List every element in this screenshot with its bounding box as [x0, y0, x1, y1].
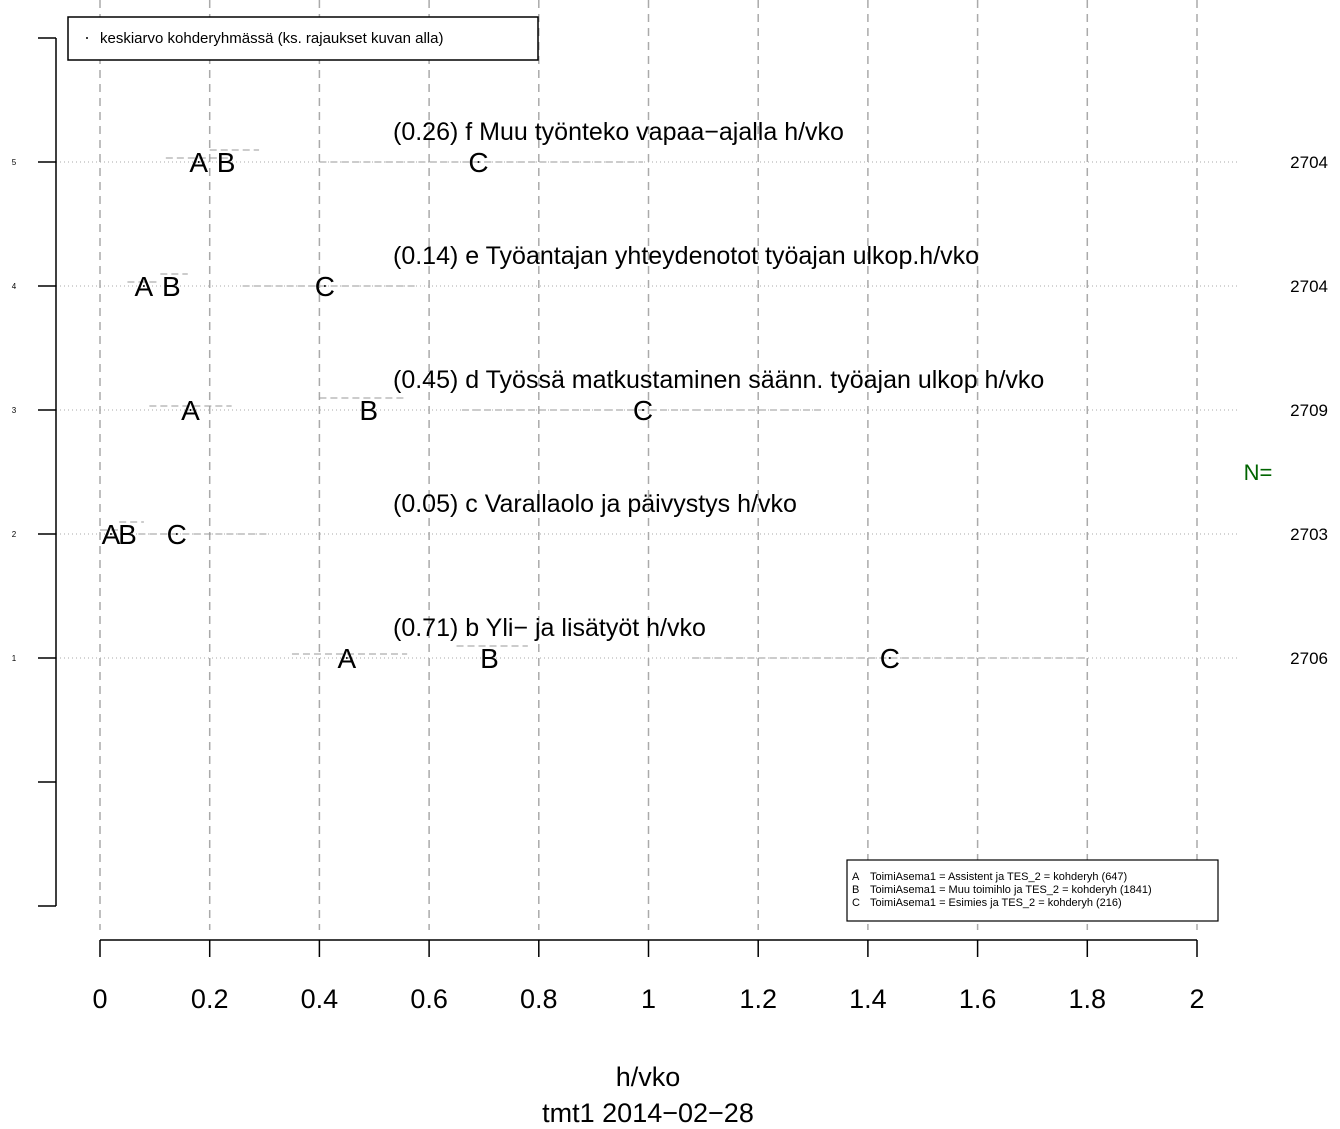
row-n: 2703	[1290, 525, 1328, 544]
vertical-gridlines	[99, 0, 1198, 930]
y-tick-label: 4	[12, 282, 17, 291]
group-marker-B: B	[118, 519, 137, 550]
group-marker-A: A	[102, 519, 121, 550]
chart-subtitle: tmt1 2014−02−28	[542, 1098, 754, 1128]
group-marker-B: B	[217, 147, 236, 178]
y-tick-label: 1	[12, 654, 17, 663]
mean-point-A	[109, 533, 112, 535]
mean-point-A	[197, 161, 200, 163]
group-marker-B: B	[480, 643, 499, 674]
mean-point-B	[367, 409, 370, 411]
x-tick-label: 0.4	[301, 984, 339, 1014]
group-marker-A: A	[181, 395, 200, 426]
y-tick-label: 3	[12, 406, 17, 415]
row-title: (0.45) d Työssä matkustaminen säänn. työ…	[393, 366, 1044, 394]
row-4: (0.14) e Työantajan yhteydenotot työajan…	[127, 242, 1328, 302]
y-tick-label: 2	[12, 530, 17, 539]
legend-label-C: ToimiAsema1 = Esimies ja TES_2 = kohdery…	[870, 897, 1122, 909]
mean-point-C	[477, 161, 480, 163]
row-3: (0.45) d Työssä matkustaminen säänn. työ…	[149, 366, 1328, 426]
mean-point-B	[225, 161, 228, 163]
y-tick-label: 5	[12, 158, 17, 167]
horizontal-gridlines	[56, 161, 1240, 659]
mean-point-C	[175, 533, 178, 535]
x-axis-ticks: 0 0.2 0.4 0.6 0.8 1 1.2 1.4 1.6 1.8 2	[92, 940, 1205, 1014]
group-marker-C: C	[167, 519, 187, 550]
n-label: N=	[1244, 460, 1273, 485]
legend-top-label: keskiarvo kohderyhmässä (ks. rajaukset k…	[100, 30, 443, 47]
x-tick-label: 1.8	[1069, 984, 1107, 1014]
x-tick-label: 0.8	[520, 984, 558, 1014]
legend-key-C: C	[852, 897, 860, 909]
x-axis-label: h/vko	[616, 1062, 681, 1092]
group-marker-C: C	[633, 395, 653, 426]
row-n: 2704	[1290, 153, 1328, 172]
y-axis-ticks: 1 2 3 4 5	[12, 37, 56, 907]
legend-top-box	[67, 16, 539, 61]
mean-point-B	[170, 285, 173, 287]
mean-point-B	[488, 657, 491, 659]
x-tick-label: 0	[92, 984, 107, 1014]
group-legend: A ToimiAsema1 = Assistent ja TES_2 = kohd…	[846, 859, 1219, 922]
x-tick-label: 1.6	[959, 984, 997, 1014]
legend-key-A: A	[852, 871, 860, 883]
group-legend-box	[846, 859, 1219, 922]
mean-point-C	[888, 657, 891, 659]
row-title: (0.26) f Muu työnteko vapaa−ajalla h/vko	[393, 118, 844, 146]
row-n: 2706	[1290, 649, 1328, 668]
x-tick-label: 1	[641, 984, 656, 1014]
legend-top: keskiarvo kohderyhmässä (ks. rajaukset k…	[67, 16, 539, 61]
x-tick-label: 2	[1189, 984, 1204, 1014]
row-2: (0.05) c Varallaolo ja päivystys h/vko 27…	[100, 490, 1328, 550]
legend-label-A: ToimiAsema1 = Assistent ja TES_2 = kohde…	[870, 871, 1127, 883]
group-marker-C: C	[880, 643, 900, 674]
x-tick-label: 0.6	[410, 984, 448, 1014]
group-marker-A: A	[135, 271, 154, 302]
x-tick-label: 1.4	[849, 984, 887, 1014]
mean-point-B	[126, 533, 129, 535]
legend-label-B: ToimiAsema1 = Muu toimihlo ja TES_2 = ko…	[870, 884, 1152, 896]
row-title: (0.05) c Varallaolo ja päivystys h/vko	[393, 490, 797, 518]
row-n: 2704	[1290, 277, 1328, 296]
legend-top-marker	[86, 37, 88, 39]
group-marker-B: B	[162, 271, 181, 302]
row-1: (0.71) b Yli− ja lisätyöt h/vko 2706 A B C	[291, 614, 1328, 674]
x-tick-label: 0.2	[191, 984, 229, 1014]
group-marker-C: C	[468, 147, 488, 178]
x-tick-label: 1.2	[739, 984, 777, 1014]
mean-point-C	[642, 409, 645, 411]
row-5: (0.26) f Muu työnteko vapaa−ajalla h/vko…	[165, 118, 1328, 178]
row-title: (0.71) b Yli− ja lisätyöt h/vko	[393, 614, 706, 642]
mean-point-A	[345, 657, 348, 659]
group-marker-B: B	[359, 395, 378, 426]
rows: (0.26) f Muu työnteko vapaa−ajalla h/vko…	[100, 118, 1328, 674]
group-marker-C: C	[315, 271, 335, 302]
legend-key-B: B	[852, 884, 859, 896]
mean-point-C	[323, 285, 326, 287]
mean-point-A	[142, 285, 145, 287]
mean-point-A	[189, 409, 192, 411]
row-n: 2709	[1290, 401, 1328, 420]
row-title: (0.14) e Työantajan yhteydenotot työajan…	[393, 242, 979, 270]
group-marker-A: A	[189, 147, 208, 178]
group-marker-A: A	[337, 643, 356, 674]
